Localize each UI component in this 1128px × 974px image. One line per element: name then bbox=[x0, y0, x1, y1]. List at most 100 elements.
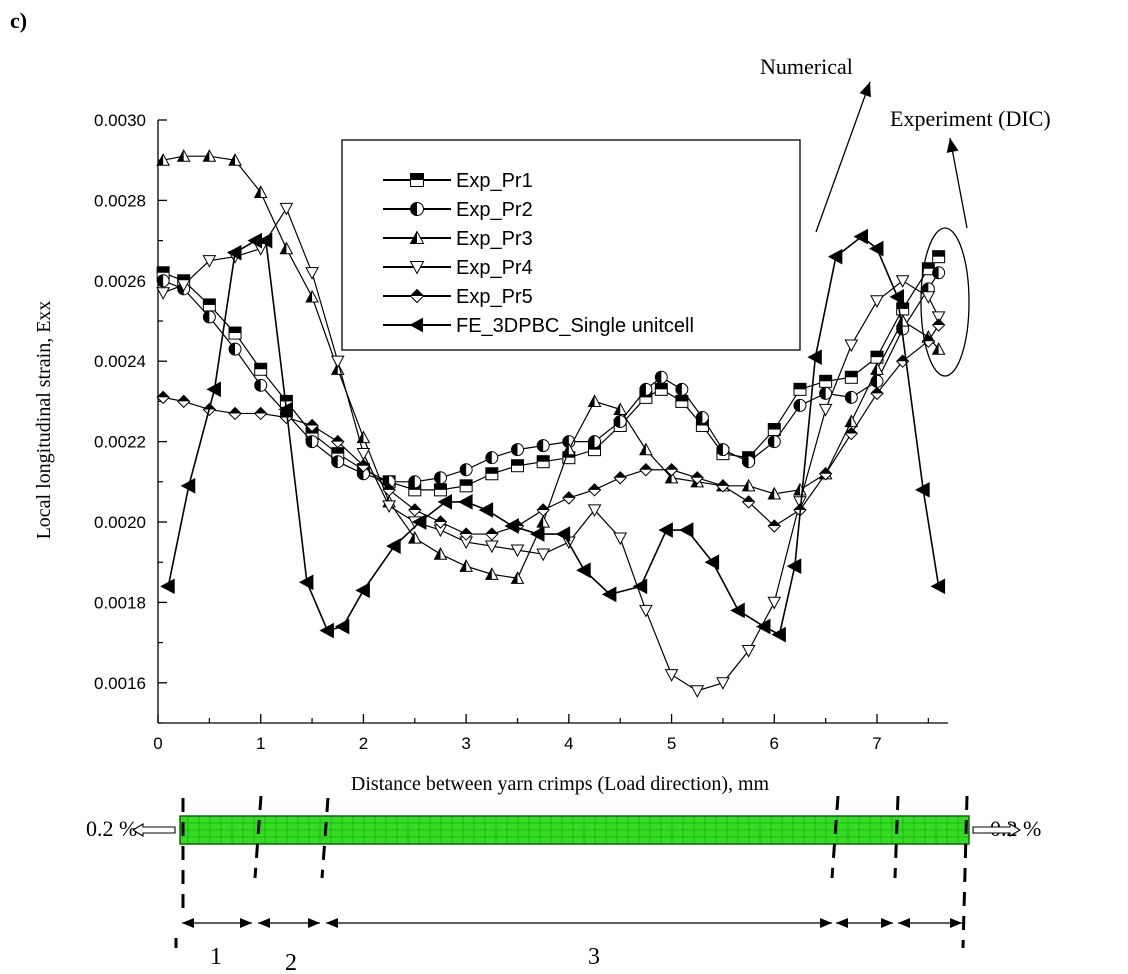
data-point bbox=[536, 455, 550, 469]
data-point bbox=[690, 685, 705, 698]
series-exp-pr1 bbox=[156, 250, 946, 497]
data-point bbox=[767, 486, 782, 500]
y-tick-label: 0.0030 bbox=[94, 111, 146, 130]
legend-label: Exp_Pr1 bbox=[456, 170, 533, 192]
data-point bbox=[437, 494, 453, 510]
data-point bbox=[675, 394, 689, 408]
data-point bbox=[930, 578, 946, 595]
data-point bbox=[156, 153, 170, 166]
data-point bbox=[156, 390, 170, 405]
data-point bbox=[202, 310, 216, 324]
data-point bbox=[601, 586, 617, 603]
legend-marker bbox=[409, 260, 425, 275]
specimen-mesh bbox=[181, 817, 968, 843]
data-point bbox=[844, 426, 859, 441]
data-point bbox=[730, 602, 745, 619]
experiment-ellipse bbox=[920, 227, 970, 377]
panel-label: c) bbox=[10, 8, 27, 33]
data-point bbox=[485, 467, 499, 481]
y-tick-label: 0.0024 bbox=[94, 352, 146, 371]
data-point bbox=[639, 463, 653, 477]
data-point bbox=[334, 618, 350, 635]
data-point bbox=[355, 582, 370, 599]
data-point bbox=[305, 267, 319, 280]
x-axis-label: Distance between yarn crimps (Load direc… bbox=[351, 773, 770, 795]
left-load-arrow bbox=[131, 823, 176, 837]
data-point bbox=[818, 467, 833, 481]
data-point bbox=[741, 645, 756, 658]
data-point bbox=[305, 435, 319, 449]
data-point bbox=[588, 435, 602, 449]
data-point bbox=[587, 483, 602, 497]
data-point bbox=[664, 463, 679, 477]
data-point bbox=[675, 382, 689, 396]
data-point bbox=[844, 414, 859, 428]
data-point bbox=[639, 382, 653, 396]
data-point bbox=[253, 185, 268, 198]
data-point bbox=[407, 531, 422, 544]
x-tick-label: 3 bbox=[461, 734, 470, 753]
zone-5-dimension bbox=[898, 918, 962, 928]
data-point bbox=[529, 526, 545, 542]
data-point bbox=[228, 406, 242, 421]
legend-label: Exp_Pr4 bbox=[456, 257, 533, 279]
x-tick-label: 4 bbox=[564, 734, 573, 753]
series-line bbox=[162, 207, 940, 692]
data-point bbox=[536, 439, 550, 453]
data-point bbox=[382, 500, 396, 513]
load-left-label: 0.2 % bbox=[86, 816, 137, 841]
data-point bbox=[459, 479, 473, 493]
legend-item: Exp_Pr5 bbox=[383, 286, 533, 308]
data-point bbox=[632, 578, 648, 595]
x-tick-label: 6 bbox=[770, 734, 779, 753]
data-point bbox=[793, 382, 807, 396]
data-point bbox=[819, 374, 833, 388]
data-point bbox=[459, 559, 473, 572]
data-point bbox=[613, 415, 627, 428]
y-tick-label: 0.0022 bbox=[94, 433, 146, 452]
specimen-schematic: 0.2 % 0.2 % 1 2 3 bbox=[86, 795, 1041, 974]
data-point bbox=[433, 547, 448, 560]
zone-2-label: 2 bbox=[285, 950, 297, 974]
data-point bbox=[844, 370, 858, 384]
annotation-arrows bbox=[815, 81, 970, 377]
data-point bbox=[868, 240, 884, 257]
data-point bbox=[895, 275, 910, 288]
legend-marker bbox=[409, 317, 424, 333]
data-point bbox=[767, 423, 781, 437]
data-point bbox=[613, 471, 627, 485]
x-tick-label: 0 bbox=[153, 734, 162, 753]
data-point bbox=[562, 442, 576, 456]
data-point bbox=[279, 202, 294, 216]
data-point bbox=[716, 479, 730, 493]
data-point bbox=[932, 250, 946, 264]
data-point bbox=[827, 248, 843, 265]
data-point bbox=[331, 434, 345, 449]
legend-item: Exp_Pr3 bbox=[383, 228, 533, 250]
legend-label: Exp_Pr5 bbox=[456, 286, 533, 308]
data-point bbox=[818, 403, 833, 417]
data-point bbox=[931, 318, 946, 332]
data-point bbox=[411, 514, 427, 530]
data-point bbox=[915, 482, 930, 498]
data-point bbox=[504, 518, 519, 534]
data-point bbox=[807, 349, 822, 366]
data-point bbox=[305, 289, 319, 303]
data-point bbox=[931, 342, 946, 355]
data-point bbox=[576, 562, 591, 579]
data-point bbox=[932, 266, 946, 280]
series-exp-pr2 bbox=[156, 266, 946, 489]
x-tick-label: 5 bbox=[667, 734, 676, 753]
data-point bbox=[156, 274, 170, 288]
x-tick-label: 1 bbox=[256, 734, 265, 753]
series-exp-pr4 bbox=[156, 202, 946, 698]
legend-label: Exp_Pr2 bbox=[456, 199, 533, 221]
data-point bbox=[408, 475, 422, 489]
data-point bbox=[484, 540, 499, 554]
y-tick-label: 0.0020 bbox=[94, 513, 146, 532]
data-point bbox=[485, 451, 499, 465]
data-point bbox=[228, 153, 242, 166]
data-point bbox=[587, 504, 602, 517]
series-exp-pr5 bbox=[156, 318, 946, 541]
zone-3-label: 3 bbox=[588, 944, 600, 970]
